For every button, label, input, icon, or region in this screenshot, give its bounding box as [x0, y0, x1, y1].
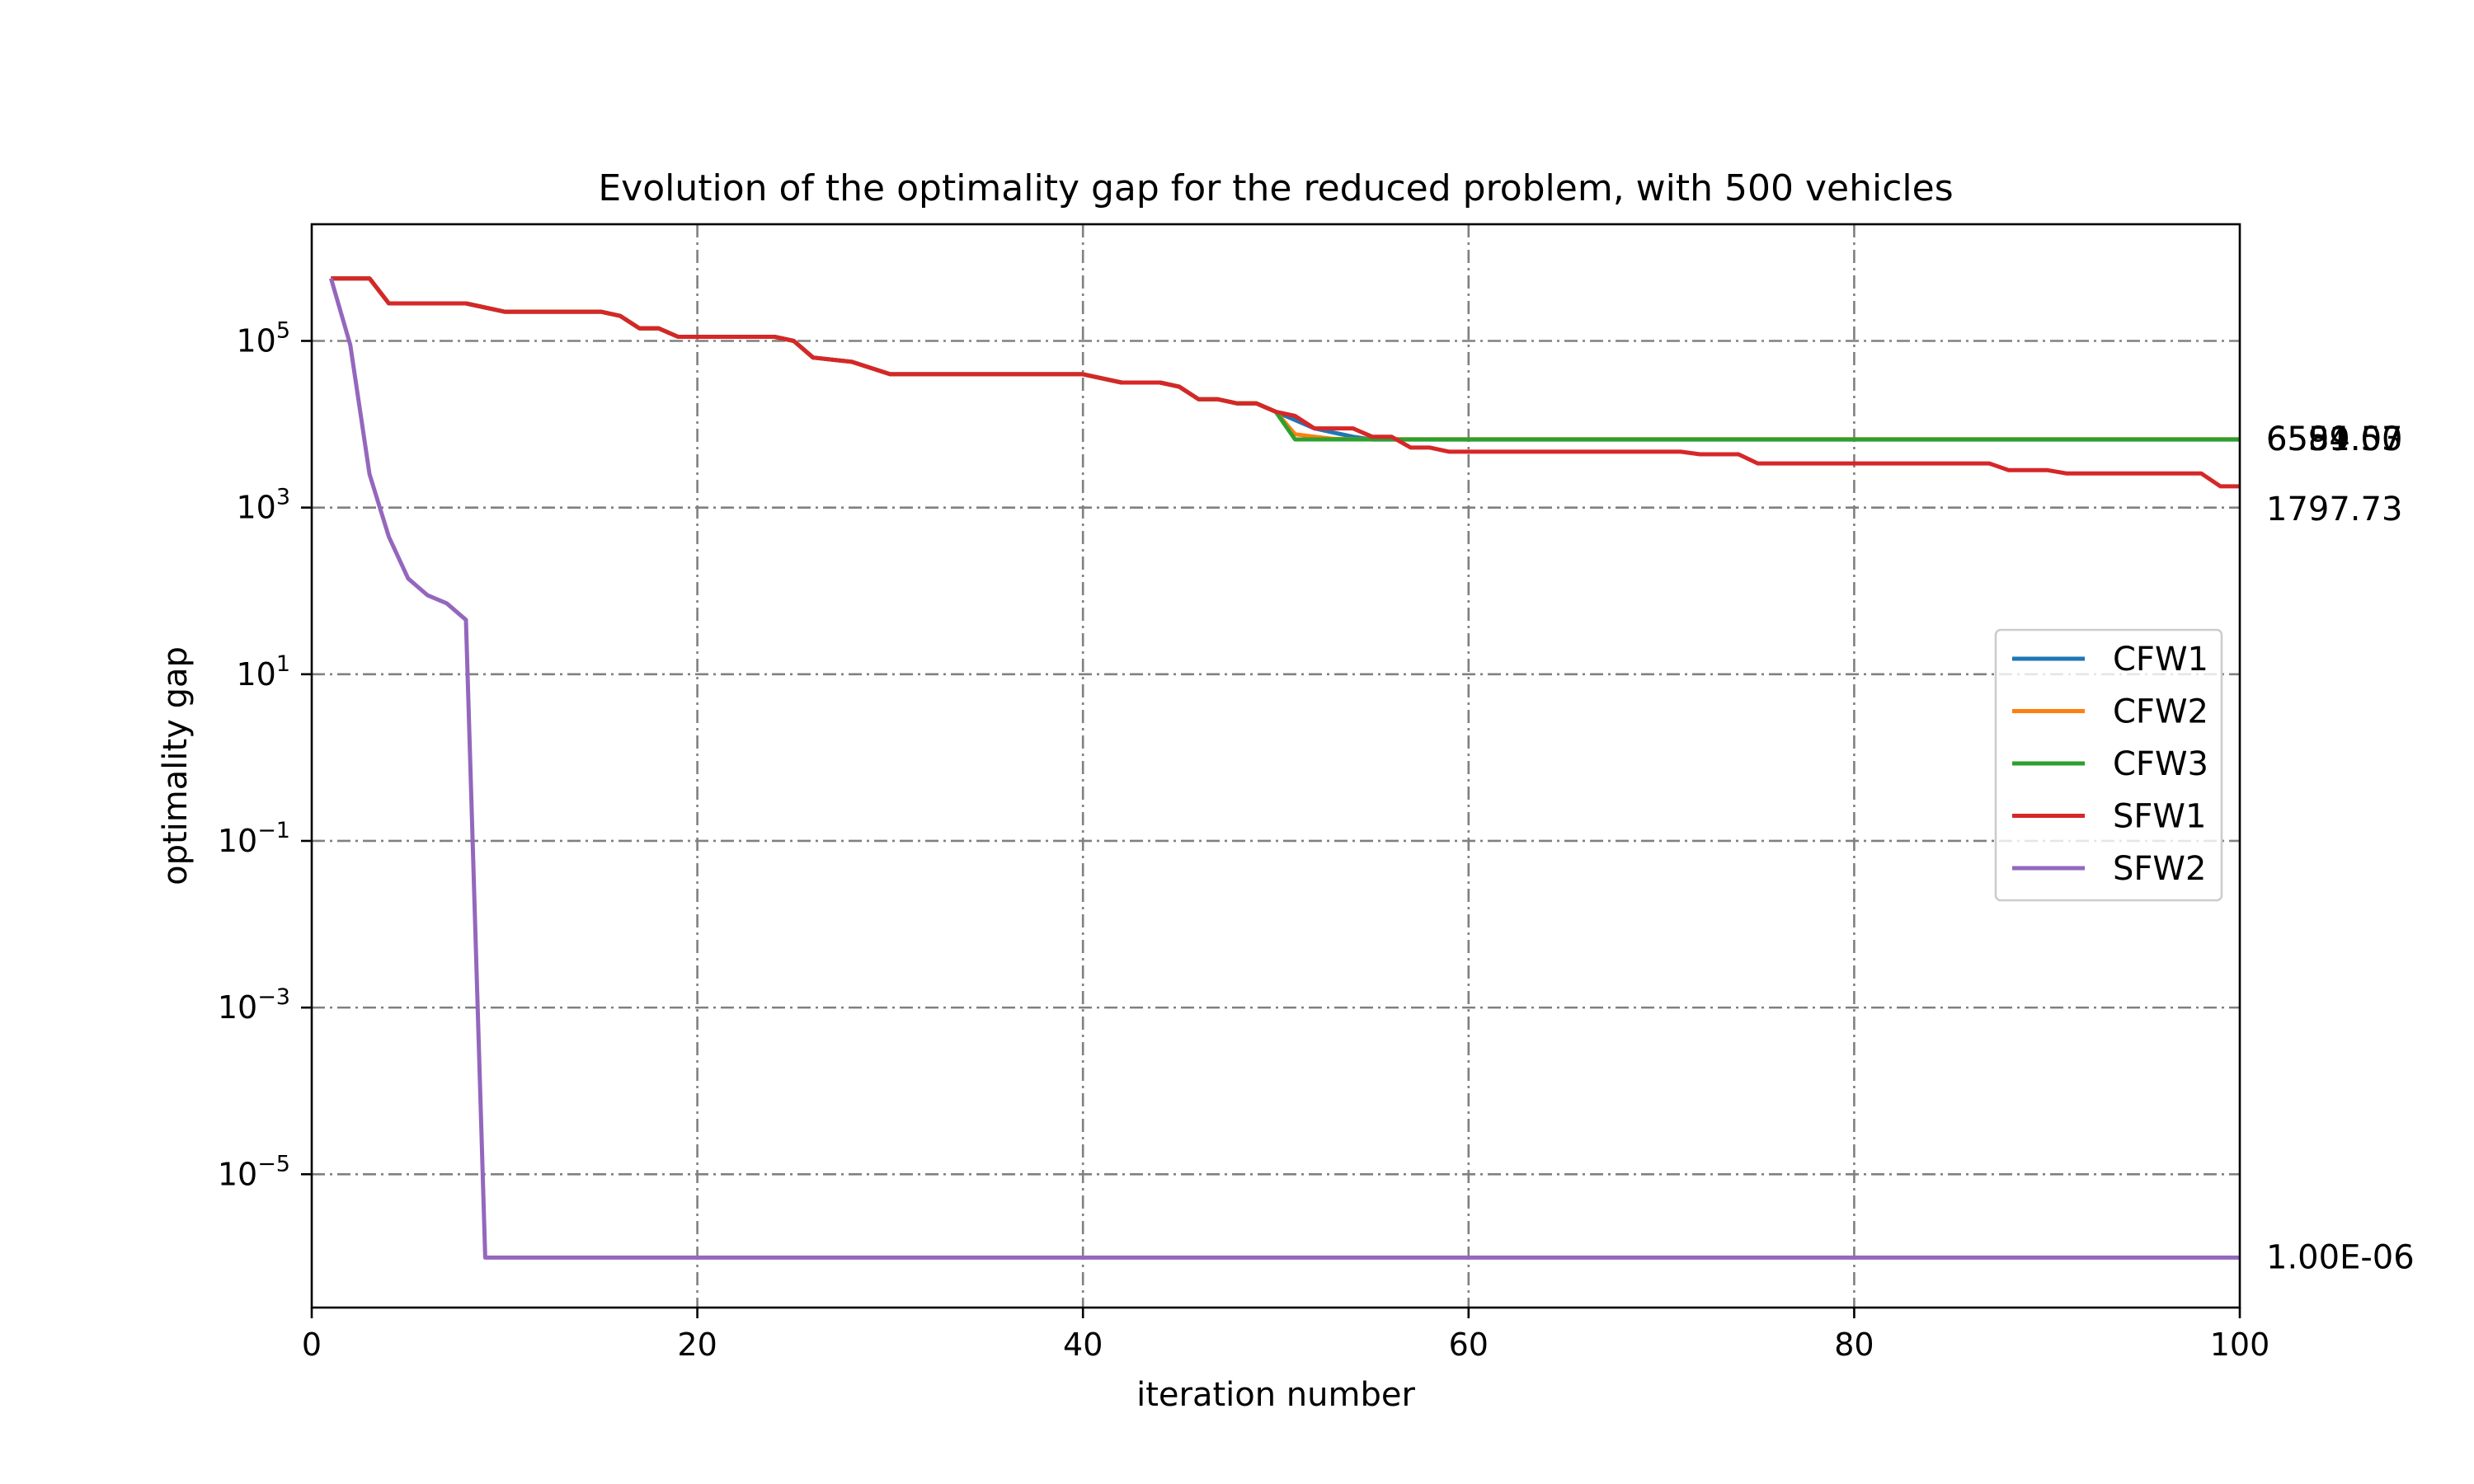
- legend-label-cfw1: CFW1: [2113, 641, 2208, 679]
- y-tick-exponent: 1: [276, 651, 290, 677]
- legend-label-sfw1: SFW1: [2113, 798, 2206, 836]
- y-tick-base: 10: [218, 989, 257, 1026]
- y-tick-exponent: 3: [276, 485, 290, 510]
- y-tick-exponent: −5: [257, 1151, 290, 1176]
- y-tick-base: 10: [218, 823, 257, 859]
- end-label-sfw1: 1797.73: [2266, 491, 2402, 528]
- series-line-sfw1: [331, 276, 2240, 489]
- legend-label-cfw2: CFW2: [2113, 693, 2208, 731]
- y-tick-label: 105: [236, 318, 290, 359]
- y-tick-base: 10: [236, 656, 275, 693]
- x-tick-label: 100: [2210, 1327, 2270, 1363]
- end-label-cfw3: 6581.00: [2266, 420, 2402, 458]
- plot-lines: [328, 276, 2240, 1260]
- series-line-sfw2: [328, 278, 2240, 1260]
- y-tick-label: 10−5: [218, 1151, 290, 1192]
- x-tick-label: 0: [302, 1327, 322, 1363]
- end-label-cfw2: 6599.53: [2266, 420, 2402, 458]
- end-label-sfw2: 1.00E-06: [2266, 1238, 2415, 1276]
- x-tick-label: 80: [1834, 1327, 1874, 1363]
- x-tick-label: 20: [677, 1327, 717, 1363]
- plot-frame: [310, 223, 2241, 1309]
- y-tick-base: 10: [236, 490, 275, 526]
- x-tick-label: 60: [1449, 1327, 1489, 1363]
- legend-label-sfw2: SFW2: [2113, 850, 2206, 888]
- y-tick-base: 10: [218, 1156, 257, 1192]
- y-tick-label: 10−1: [218, 818, 290, 859]
- y-tick-label: 101: [236, 651, 290, 693]
- y-tick-base: 10: [236, 323, 275, 359]
- y-tick-exponent: −1: [257, 818, 290, 843]
- y-tick-label: 10−3: [218, 984, 290, 1026]
- chart-title: Evolution of the optimality gap for the …: [598, 167, 1953, 209]
- x-axis-label: iteration number: [1136, 1376, 1415, 1414]
- x-tick-label: 40: [1063, 1327, 1103, 1363]
- y-axis-label: optimality gap: [157, 646, 195, 885]
- y-tick-label: 103: [236, 485, 290, 526]
- legend-label-cfw3: CFW3: [2113, 745, 2208, 783]
- grid: [312, 224, 2240, 1308]
- x-axis-ticks: 0 20 40 60 80 100: [302, 1308, 2269, 1363]
- legend: CFW1 CFW2 CFW3 SFW1 SFW2: [1994, 628, 2223, 902]
- end-label-cfw1: 6554.07: [2266, 420, 2402, 458]
- y-tick-exponent: 5: [276, 318, 290, 344]
- legend-box: [1994, 628, 2223, 902]
- y-tick-exponent: −3: [257, 984, 290, 1010]
